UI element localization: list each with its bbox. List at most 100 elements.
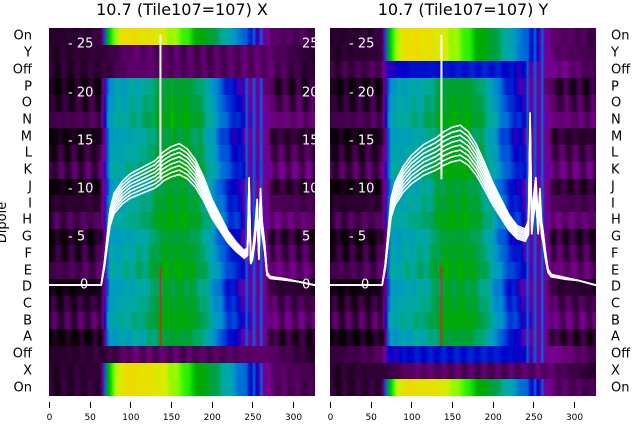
heatmap-row-f xyxy=(330,245,596,263)
xtick-mark xyxy=(574,402,576,408)
xtick-mark xyxy=(130,402,132,408)
row-label: D xyxy=(611,279,622,295)
heatmap-row-m xyxy=(49,128,315,146)
row-label: I xyxy=(611,196,615,212)
row-label: Off xyxy=(12,62,32,78)
xtick-label: 200 xyxy=(484,413,502,423)
xtick-label: 250 xyxy=(244,413,262,423)
xtick-mark xyxy=(533,402,535,408)
row-label: H xyxy=(22,212,32,228)
overlay-ytick-label: 15 xyxy=(302,133,315,149)
overlay-ytick-label: 0 xyxy=(302,277,311,293)
xtick-label: 100 xyxy=(403,413,421,423)
row-label: Off xyxy=(611,346,631,362)
xtick-mark xyxy=(171,402,173,408)
overlay-curves xyxy=(49,34,315,346)
row-label: M xyxy=(611,129,623,145)
xtick-mark xyxy=(452,402,454,408)
overlay-ytick-label: 0 xyxy=(361,277,370,293)
heatmap-row-on xyxy=(330,379,596,396)
heatmap-row-on xyxy=(49,379,315,396)
heatmap-row-x xyxy=(49,362,315,380)
xtick-label: 300 xyxy=(565,413,584,423)
row-label: Off xyxy=(12,346,32,362)
heatmap-row-f xyxy=(49,245,315,263)
heatmap-row-on xyxy=(49,28,315,46)
row-label: On xyxy=(13,380,32,396)
row-label: P xyxy=(611,79,619,95)
row-label: L xyxy=(611,145,619,161)
xtick-mark xyxy=(211,402,213,408)
overlay-ytick-label: 0 xyxy=(80,277,89,293)
y-axis-label: Dipole xyxy=(0,201,11,244)
overlay-ytick-label: - 5 xyxy=(349,229,367,245)
overlay-ytick-label: - 10 xyxy=(349,181,375,197)
heatmap-row-p xyxy=(330,78,596,96)
xtick-label: 50 xyxy=(365,413,377,423)
row-label: F xyxy=(24,246,32,262)
heatmap-row-o xyxy=(49,94,315,113)
overlay-ytick-label: - 15 xyxy=(68,133,94,149)
row-label: On xyxy=(611,28,630,44)
row-label: N xyxy=(611,112,621,128)
overlay-ytick-label: 5 xyxy=(302,229,311,245)
xtick-mark xyxy=(252,402,254,408)
heatmap-row-k xyxy=(49,161,315,180)
heatmap-row-n xyxy=(49,111,315,129)
overlay-ytick-label: - 25 xyxy=(68,36,94,52)
overlay-ytick-label: 25 xyxy=(302,36,315,52)
overlay-curve-line xyxy=(330,149,596,286)
overlay-curves xyxy=(330,34,596,346)
row-label: H xyxy=(611,212,621,228)
overlay-ytick-label: 20 xyxy=(302,85,315,101)
xtick-label: 50 xyxy=(84,413,96,423)
right-chart-title: 10.7 (Tile107=107) Y xyxy=(377,0,549,19)
overlay-curve-line xyxy=(330,144,596,286)
xtick-label: 0 xyxy=(327,413,334,423)
xtick-label: 200 xyxy=(203,413,221,423)
heatmap-row-c xyxy=(49,295,315,313)
row-label: X xyxy=(23,363,32,379)
heatmap-row-off xyxy=(330,61,596,79)
row-label: A xyxy=(611,329,620,345)
heatmap-row-off xyxy=(49,345,315,364)
overlay-curve-line xyxy=(49,147,315,286)
left-heatmap-panel xyxy=(49,28,315,396)
overlay-curve-line xyxy=(49,160,315,286)
heatmap-row-p xyxy=(49,78,315,96)
heatmap-row-a xyxy=(49,329,315,347)
heatmap-row-e xyxy=(330,262,596,280)
row-label: L xyxy=(24,145,32,161)
xtick-label: 300 xyxy=(284,413,303,423)
heatmap-row-off xyxy=(330,345,596,364)
heatmap-row-b xyxy=(49,312,315,330)
heatmap-row-g xyxy=(330,228,596,247)
row-label: Y xyxy=(24,45,32,61)
row-label: E xyxy=(611,263,620,279)
overlay-ytick-label: - 10 xyxy=(68,181,94,197)
right-heatmap-panel xyxy=(330,28,596,396)
row-label: J xyxy=(28,179,32,195)
xtick-mark xyxy=(330,402,331,408)
heatmap-row-e xyxy=(49,262,315,280)
overlay-ytick-label: - 5 xyxy=(68,229,86,245)
overlay-ytick-label: - 15 xyxy=(349,133,375,149)
row-label: Y xyxy=(611,45,619,61)
row-label: I xyxy=(28,196,32,212)
xtick-mark xyxy=(492,402,494,408)
row-label: On xyxy=(611,380,630,396)
heatmap-row-x xyxy=(330,362,596,380)
xtick-label: 150 xyxy=(162,413,181,423)
row-label: K xyxy=(23,162,32,178)
row-label: E xyxy=(23,263,32,279)
row-label: Off xyxy=(611,62,631,78)
overlay-ytick-label: 10 xyxy=(302,181,315,197)
xtick-mark xyxy=(49,402,50,408)
row-label: P xyxy=(24,79,32,95)
overlay-ytick-label: - 25 xyxy=(349,36,375,52)
heatmap-row-d xyxy=(49,278,315,297)
heatmap-row-on xyxy=(330,28,596,46)
overlay-curve-line xyxy=(49,142,315,286)
overlay-ytick-label: - 20 xyxy=(349,85,375,101)
heatmap-row-o xyxy=(330,94,596,113)
